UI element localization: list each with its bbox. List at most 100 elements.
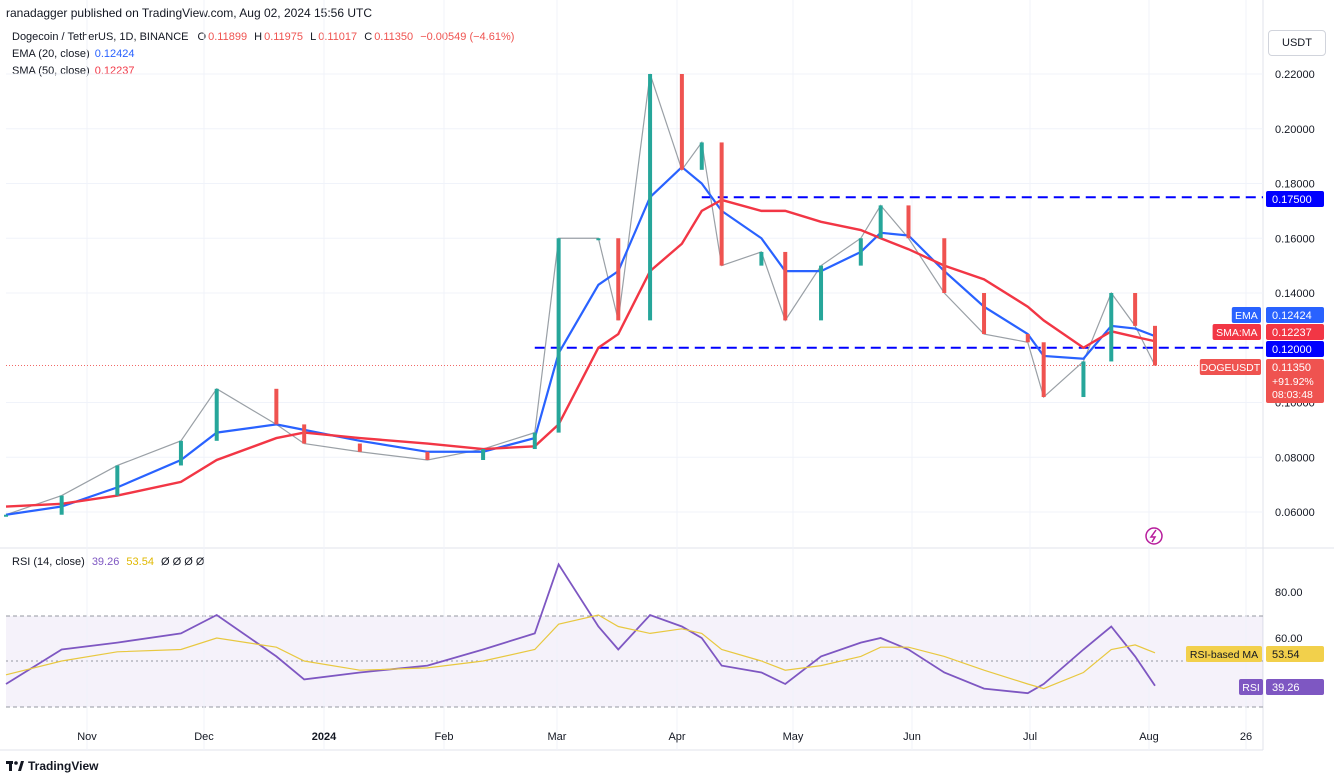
time-tick-label: Jun	[903, 731, 921, 743]
price-candle[interactable]	[481, 449, 486, 460]
support-price-tag-value: 0.12000	[1272, 344, 1312, 356]
tradingview-icon	[6, 761, 24, 771]
symbol-name: Dogecoin / TetherUS, 1D, BINANCE	[12, 31, 189, 43]
sma-price-tag-label: SMA:MA	[1216, 327, 1257, 339]
rsi-legend-value: 39.26	[91, 556, 120, 568]
price-candle[interactable]	[59, 495, 64, 515]
price-candle[interactable]	[982, 293, 987, 335]
price-candle[interactable]	[878, 205, 883, 239]
open-label: O	[197, 31, 207, 43]
price-candle[interactable]	[1025, 334, 1030, 343]
price-candle[interactable]	[596, 238, 601, 241]
price-candle[interactable]	[556, 238, 561, 433]
ema-price-tag-label: EMA	[1235, 310, 1258, 322]
price-tick-label: 0.20000	[1275, 124, 1315, 136]
price-candle[interactable]	[302, 424, 307, 444]
open-value: 0.11899	[208, 31, 248, 43]
price-candle[interactable]	[1041, 342, 1046, 398]
rsi-ma-tag: RSI-based MA 53.54	[1186, 646, 1324, 662]
ema-price-tag: EMA 0.12424	[1231, 307, 1324, 323]
sma-line[interactable]	[5, 198, 1156, 508]
price-tick-label: 0.22000	[1275, 69, 1315, 81]
rsi-legend-ma: 53.54	[126, 556, 154, 568]
support-price-tag: 0.12000	[1266, 341, 1324, 357]
ema-price-tag-value: 0.12424	[1272, 310, 1312, 322]
currency-button[interactable]: USDT	[1268, 30, 1326, 56]
close-value: 0.11350	[374, 31, 414, 43]
price-candle[interactable]	[942, 238, 947, 293]
price-candle[interactable]	[719, 142, 724, 266]
time-tick-label: May	[783, 731, 804, 743]
high-label: H	[254, 31, 263, 43]
price-candle[interactable]	[115, 465, 120, 496]
sma-price-tag: SMA:MA 0.12237	[1212, 324, 1324, 340]
svg-text:53.54: 53.54	[1272, 649, 1300, 661]
rsi-tick-label: 80.00	[1275, 587, 1303, 599]
time-tick-label: Feb	[435, 731, 454, 743]
price-series-line[interactable]	[5, 73, 1156, 516]
current-price-tag-extra: 08:03:48	[1272, 389, 1313, 401]
close-label: C	[364, 31, 373, 43]
ema-value: 0.12424	[94, 48, 135, 60]
high-value: 0.11975	[264, 31, 304, 43]
price-candle[interactable]	[214, 388, 219, 441]
price-candle[interactable]	[759, 251, 764, 266]
rsi-label: RSI (14, close)	[12, 556, 85, 568]
time-tick-label: Apr	[668, 731, 685, 743]
low-label: L	[310, 31, 317, 43]
current-price-tag-extra: +91.92%	[1272, 376, 1314, 388]
time-tick-label: 26	[1240, 731, 1252, 743]
current-price-tag-value: 0.11350	[1272, 362, 1311, 374]
price-candle[interactable]	[357, 443, 362, 452]
price-candle[interactable]	[699, 142, 704, 170]
price-candle[interactable]	[783, 251, 788, 321]
rsi-legend: RSI (14, close) 39.26 53.54 Ø Ø Ø Ø	[12, 556, 204, 568]
price-candle[interactable]	[1109, 293, 1114, 362]
current-price-tag: DOGEUSDT 0.11350 +91.92%08:03:48	[1199, 359, 1324, 403]
price-candle[interactable]	[532, 432, 537, 450]
time-tick-label: 2024	[312, 731, 337, 743]
price-tick-label: 0.06000	[1275, 507, 1315, 519]
price-candle[interactable]	[4, 514, 8, 517]
publisher-line: ranadagger published on TradingView.com,…	[6, 6, 373, 20]
price-candle[interactable]	[1081, 361, 1086, 398]
sma-price-tag-value: 0.12237	[1272, 327, 1312, 339]
price-candle[interactable]	[1153, 325, 1157, 366]
price-candle[interactable]	[274, 388, 279, 425]
time-tick-label: Nov	[77, 731, 97, 743]
price-tick-label: 0.16000	[1275, 233, 1315, 245]
price-tick-label: 0.08000	[1275, 452, 1315, 464]
rsi-line[interactable]	[5, 562, 1156, 695]
svg-text:RSI: RSI	[1242, 682, 1260, 694]
rsi-tag: RSI 39.26	[1239, 679, 1324, 695]
price-candle[interactable]	[425, 451, 430, 460]
ema-legend: EMA (20, close) 0.12424	[12, 48, 134, 60]
price-candle[interactable]	[1133, 293, 1138, 326]
brand-text: TradingView	[28, 759, 99, 773]
svg-text:39.26: 39.26	[1272, 682, 1300, 694]
price-candle[interactable]	[178, 440, 183, 466]
current-price-tag-label: DOGEUSDT	[1201, 362, 1261, 374]
price-candle[interactable]	[906, 205, 911, 239]
price-candle[interactable]	[679, 74, 684, 170]
price-candle[interactable]	[819, 265, 824, 321]
flash-icon[interactable]	[1145, 527, 1163, 545]
ema-line[interactable]	[5, 165, 1156, 516]
tradingview-logo[interactable]: TradingView	[6, 759, 98, 773]
svg-text:RSI-based MA: RSI-based MA	[1190, 649, 1258, 661]
time-tick-label: Jul	[1023, 731, 1037, 743]
price-candle[interactable]	[648, 74, 653, 321]
time-tick-label: Aug	[1139, 731, 1159, 743]
price-candle[interactable]	[616, 238, 621, 321]
resistance-price-tag-value: 0.17500	[1272, 194, 1312, 206]
time-tick-label: Dec	[194, 731, 214, 743]
price-candle[interactable]	[858, 238, 863, 266]
resistance-price-tag: 0.17500	[1266, 191, 1324, 207]
price-tick-label: 0.14000	[1275, 288, 1315, 300]
ema-label: EMA (20, close)	[12, 48, 90, 60]
rsi-legend-extras: Ø Ø Ø Ø	[161, 556, 205, 568]
rsi-ma-line[interactable]	[5, 614, 1156, 690]
rsi-tick-label: 60.00	[1275, 633, 1303, 645]
price-tick-label: 0.18000	[1275, 179, 1315, 191]
